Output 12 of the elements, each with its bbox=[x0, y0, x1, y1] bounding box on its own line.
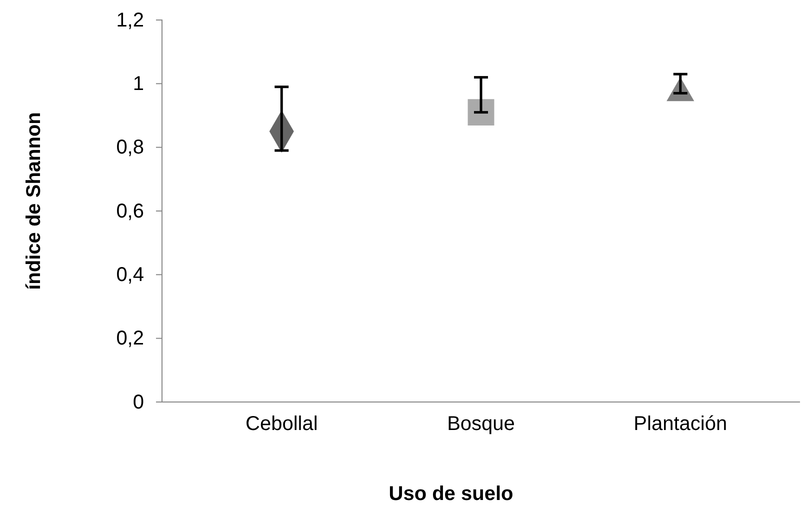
y-tick-label: 1 bbox=[132, 73, 144, 96]
x-tick-label: Bosque bbox=[447, 413, 515, 436]
x-tick-label: Plantación bbox=[634, 413, 728, 436]
y-tick-label: 0 bbox=[132, 391, 144, 414]
y-tick-label: 0,8 bbox=[116, 136, 144, 159]
y-tick-label: 1,2 bbox=[116, 9, 144, 32]
y-axis-title: índice de Shannon bbox=[23, 112, 45, 290]
y-tick-label: 0,4 bbox=[116, 264, 144, 286]
y-tick-label: 0,2 bbox=[116, 328, 144, 350]
x-axis-title: Uso de suelo bbox=[388, 483, 514, 505]
x-tick-label: Cebollal bbox=[245, 413, 318, 436]
y-tick-label: 0,6 bbox=[116, 200, 144, 222]
